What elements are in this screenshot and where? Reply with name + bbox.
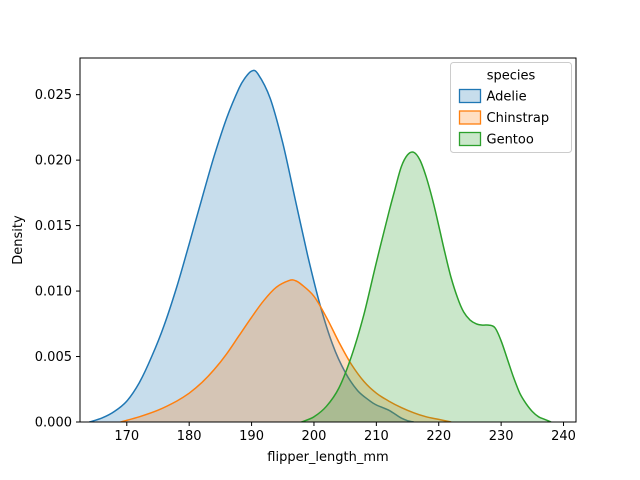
kde-fill-adelie — [89, 70, 414, 422]
kde-curve-chinstrap — [120, 279, 452, 422]
legend-swatch-gentoo — [458, 131, 482, 147]
y-axis-label: Density — [11, 215, 26, 265]
x-axis-label: flipper_length_mm — [267, 450, 388, 465]
legend-label-adelie: Adelie — [487, 90, 527, 105]
x-tick-label: 200 — [302, 429, 327, 444]
legend-label-gentoo: Gentoo — [487, 133, 534, 148]
legend-title: species — [487, 69, 536, 84]
legend-swatch-chinstrap — [458, 110, 482, 125]
legend-label-chinstrap: Chinstrap — [487, 111, 550, 126]
axes-spines — [79, 57, 577, 423]
y-tick-label: 0.025 — [35, 88, 72, 103]
y-tick-label: 0.015 — [35, 219, 72, 234]
y-tick-label: 0.020 — [35, 154, 72, 169]
x-tick-label: 220 — [426, 429, 451, 444]
x-tick-label: 180 — [177, 429, 202, 444]
kde-curve-adelie — [89, 69, 414, 422]
x-tick-label: 230 — [489, 429, 514, 444]
x-tick-label: 240 — [551, 429, 576, 444]
x-tick-label: 190 — [239, 429, 264, 444]
legend-box — [450, 62, 572, 153]
y-tick-label: 0.000 — [35, 416, 72, 431]
legend-swatch-adelie — [458, 88, 482, 104]
y-tick-label: 0.005 — [35, 350, 72, 365]
y-tick-label: 0.010 — [35, 285, 72, 300]
kde-curve-gentoo — [301, 151, 552, 422]
x-tick-label: 170 — [114, 429, 139, 444]
x-tick-label: 210 — [364, 429, 389, 444]
kde-fill-gentoo — [301, 151, 551, 422]
